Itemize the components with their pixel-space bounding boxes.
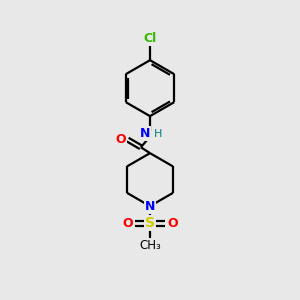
- Text: N: N: [140, 127, 150, 140]
- Text: Cl: Cl: [143, 32, 157, 46]
- Text: S: S: [145, 216, 155, 230]
- Text: O: O: [122, 217, 133, 230]
- Text: O: O: [116, 133, 126, 146]
- Text: CH₃: CH₃: [139, 238, 161, 251]
- Text: O: O: [167, 217, 178, 230]
- Text: H: H: [154, 129, 162, 139]
- Text: N: N: [145, 200, 155, 213]
